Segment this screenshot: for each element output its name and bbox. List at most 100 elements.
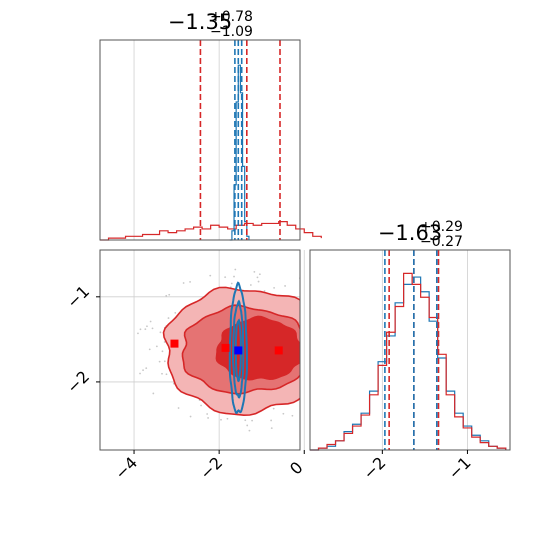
bottom-right-quantile-lines — [384, 250, 440, 450]
bottom-left-scatter-point — [146, 325, 148, 328]
bottom-left-xtick-label-2: 0 — [286, 458, 307, 479]
bottom-left-scatter-point — [249, 284, 252, 286]
bottom-left-scatter-point — [142, 369, 144, 372]
bottom-left-scatter-point — [159, 331, 162, 334]
top-left-frame — [99, 39, 301, 241]
bottom-left-scatter-point — [301, 326, 303, 328]
bottom-left-scatter-point — [174, 311, 177, 314]
bottom-right-gridlines — [381, 250, 468, 450]
bottom-left-scatter-point — [270, 427, 273, 430]
bottom-left-scatter-point — [302, 313, 304, 315]
bottom-left-contour-panel: −4 −2 0 −1 −2 — [63, 249, 309, 483]
bottom-right-frame — [309, 249, 511, 451]
bottom-left-scatter-point — [151, 327, 154, 330]
bottom-left-scatter-point — [234, 268, 237, 271]
bottom-left-scatter-point — [230, 282, 233, 285]
bottom-left-scatter-point — [270, 419, 273, 422]
bottom-left-scatter-point — [226, 417, 229, 420]
bottom-left-scatter-point — [307, 306, 309, 308]
bottom-left-scatter-point — [282, 412, 285, 415]
bottom-left-scatter-point — [144, 328, 147, 331]
bottom-left-scatter-point — [145, 367, 148, 370]
bottom-left-blue-marker-0 — [234, 346, 243, 355]
bottom-left-scatter-point — [256, 276, 259, 279]
bottom-left-scatter-point — [301, 379, 303, 381]
bottom-right-red-histogram — [310, 272, 507, 451]
top-left-title-upper: +0.78 — [210, 9, 253, 25]
bottom-left-scatter-point — [167, 317, 170, 319]
bottom-left-scatter-point — [163, 360, 166, 363]
bottom-left-scatter-point — [291, 414, 294, 417]
bottom-left-markers — [170, 339, 283, 355]
top-left-title-lower: −1.09 — [210, 24, 253, 40]
bottom-left-scatter-point — [248, 429, 251, 432]
bottom-left-scatter-point — [305, 323, 307, 325]
bottom-left-xtick-label-0: −4 — [111, 453, 141, 483]
bottom-left-scatter-point — [258, 273, 261, 276]
top-left-histogram-panel: −1.35 +0.78 −1.09 — [99, 9, 322, 241]
bottom-right-title-lower: −0.27 — [420, 234, 463, 250]
bottom-right-x-ticks: −2 −1 — [359, 450, 475, 483]
bottom-left-scatter-point — [272, 407, 275, 410]
bottom-left-scatter-point — [220, 418, 222, 421]
bottom-right-plot-area — [310, 250, 510, 450]
bottom-left-scatter-point — [257, 280, 260, 283]
bottom-left-red-marker-1 — [221, 343, 230, 352]
bottom-left-scatter-point — [209, 274, 212, 277]
bottom-left-x-ticks: −4 −2 0 — [111, 450, 307, 483]
bottom-left-scatter-point — [284, 285, 286, 287]
bottom-left-scatter-point — [182, 282, 185, 284]
bottom-left-scatter-point — [177, 407, 180, 409]
bottom-left-scatter-point — [307, 323, 309, 325]
bottom-left-scatter-point — [139, 372, 141, 375]
bottom-left-scatter-point — [207, 417, 209, 419]
bottom-left-scatter-point — [263, 290, 266, 292]
bottom-left-scatter-point — [244, 419, 247, 422]
bottom-left-scatter-point — [306, 384, 308, 386]
bottom-left-scatter-point — [307, 388, 309, 390]
bottom-left-scatter-point — [161, 372, 163, 375]
bottom-left-scatter-point — [137, 332, 139, 335]
top-left-gridlines — [133, 40, 220, 240]
bottom-left-scatter-point — [253, 270, 256, 273]
bottom-left-xtick-label-1: −2 — [196, 453, 226, 483]
bottom-left-scatter-point — [273, 286, 275, 289]
bottom-left-red-marker-0 — [170, 339, 179, 348]
bottom-left-scatter-point — [233, 275, 235, 278]
bottom-left-scatter-point — [246, 424, 249, 427]
bottom-left-scatter-point — [200, 404, 202, 407]
top-left-quantile-lines — [199, 40, 281, 240]
top-left-red-histogram — [100, 221, 322, 241]
bottom-left-scatter-point — [152, 392, 155, 395]
bottom-right-histogram-series — [310, 272, 507, 451]
bottom-right-xtick-label-0: −2 — [359, 453, 389, 483]
bottom-left-ytick-label-1: −2 — [63, 367, 93, 397]
bottom-left-scatter-point — [163, 341, 166, 343]
bottom-left-blue-contour-0 — [228, 281, 248, 414]
bottom-right-title-upper: +0.29 — [420, 219, 463, 235]
top-left-title-value: −1.35 — [168, 10, 232, 34]
bottom-left-scatter-point — [165, 294, 168, 297]
bottom-left-scatter-point — [155, 345, 158, 348]
top-left-title: −1.35 — [168, 10, 232, 34]
bottom-left-scatter-point — [149, 320, 152, 323]
bottom-left-red-marker-2 — [274, 346, 283, 355]
bottom-left-scatter-point — [206, 413, 209, 415]
bottom-right-xtick-label-1: −1 — [444, 453, 474, 483]
bottom-left-y-ticks: −1 −2 — [63, 282, 100, 397]
bottom-left-blue-contour-1 — [232, 299, 245, 399]
bottom-left-scatter-point — [224, 276, 227, 279]
bottom-left-scatter-point — [189, 281, 191, 283]
bottom-left-ytick-label-0: −1 — [63, 282, 93, 312]
bottom-left-scatter-point — [189, 415, 192, 418]
bottom-left-frame — [99, 249, 301, 451]
bottom-left-scatter-point — [251, 419, 253, 422]
bottom-left-scatter-point — [139, 328, 142, 331]
bottom-right-histogram-panel: −1.63 +0.29 −0.27 −2 −1 — [309, 219, 511, 483]
bottom-left-scatter-point — [158, 360, 161, 363]
bottom-left-scatter-point — [165, 373, 168, 376]
bottom-left-scatter-point — [148, 348, 151, 351]
bottom-left-scatter-point — [161, 350, 164, 353]
bottom-right-title-value: −1.63 — [378, 221, 442, 245]
